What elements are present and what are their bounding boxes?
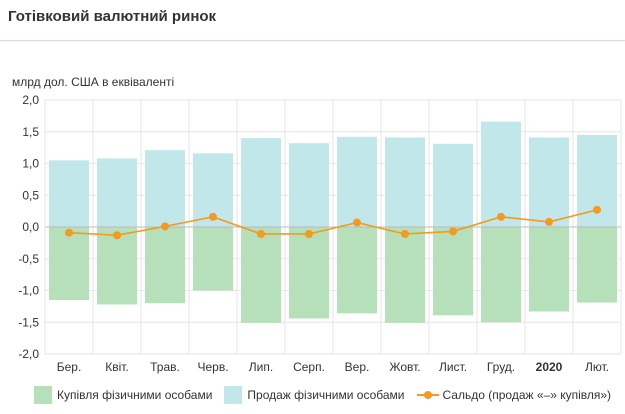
x-tick-label: Серп. [293, 360, 325, 374]
balance-point [305, 229, 313, 238]
bar-sale [289, 143, 329, 227]
line-marker-icon [416, 391, 439, 399]
y-tick-label: 0,0 [22, 220, 39, 234]
bar-sale [385, 137, 425, 227]
bar-purchase [193, 227, 233, 291]
y-tick-label: 2,0 [22, 93, 39, 107]
bar-purchase [529, 227, 569, 312]
y-axis-label: млрд дол. США в еквіваленті [12, 75, 175, 89]
balance-point [353, 218, 361, 227]
y-tick-label: -1,0 [18, 284, 39, 298]
legend-item-balance[interactable]: Сальдо (продаж «–» купівля») [416, 388, 612, 402]
bar-sale [337, 136, 377, 227]
legend-label: Продаж фізичними особами [247, 388, 405, 402]
x-tick-label: Груд. [487, 360, 515, 374]
balance-point [209, 212, 217, 221]
bar-sale [529, 137, 569, 227]
bar-sale [49, 160, 89, 227]
bar-sale [97, 158, 137, 227]
bar-sale [433, 143, 473, 227]
x-tick-label: Вер. [345, 360, 370, 374]
x-tick-label: 2020 [536, 360, 563, 374]
x-tick-label: Лют. [585, 360, 609, 374]
header-divider [0, 40, 625, 41]
bar-purchase [241, 227, 281, 323]
x-tick-label: Лип. [249, 360, 273, 374]
x-tick-label: Черв. [197, 360, 228, 374]
legend-swatch [34, 386, 52, 404]
legend-swatch [224, 386, 243, 404]
bar-sale [481, 121, 521, 227]
bar-purchase [145, 227, 185, 304]
y-tick-label: -0,5 [18, 252, 39, 266]
bar-purchase [289, 227, 329, 319]
balance-point [593, 205, 601, 214]
y-tick-label: -2,0 [18, 347, 39, 361]
legend-label: Купівля фізичними особами [57, 388, 213, 402]
bar-purchase [433, 227, 473, 316]
y-tick-label: 1,5 [22, 125, 39, 139]
page-title: Готівковий валютний ринок [8, 8, 217, 25]
balance-point [449, 227, 457, 236]
bar-purchase [385, 227, 425, 323]
legend: Купівля фізичними особами Продаж фізични… [34, 386, 623, 404]
bar-purchase [97, 227, 137, 305]
x-tick-label: Жовт. [389, 360, 420, 374]
bar-purchase [577, 227, 617, 303]
y-tick-label: 0,5 [22, 188, 39, 202]
balance-point [497, 212, 505, 221]
y-tick-label: 1,0 [22, 157, 39, 171]
legend-item-sale[interactable]: Продаж фізичними особами [224, 386, 405, 404]
bar-sale [145, 150, 185, 227]
balance-point [401, 229, 409, 238]
legend-item-purchase[interactable]: Купівля фізичними особами [34, 386, 212, 404]
y-tick-label: -1,5 [18, 315, 39, 329]
bar-purchase [337, 227, 377, 314]
x-tick-label: Квіт. [105, 360, 129, 374]
balance-point [161, 222, 169, 231]
bar-purchase [49, 227, 89, 301]
x-tick-label: Бер. [57, 360, 82, 374]
balance-point [257, 229, 265, 238]
balance-point [65, 228, 73, 237]
x-tick-label: Лист. [439, 360, 467, 374]
bar-sale [241, 138, 281, 227]
balance-point [545, 217, 553, 226]
balance-point [113, 231, 121, 240]
x-tick-label: Трав. [150, 360, 180, 374]
balance-line [68, 209, 598, 237]
bar-purchase [481, 227, 521, 323]
legend-label: Сальдо (продаж «–» купівля») [442, 388, 612, 402]
